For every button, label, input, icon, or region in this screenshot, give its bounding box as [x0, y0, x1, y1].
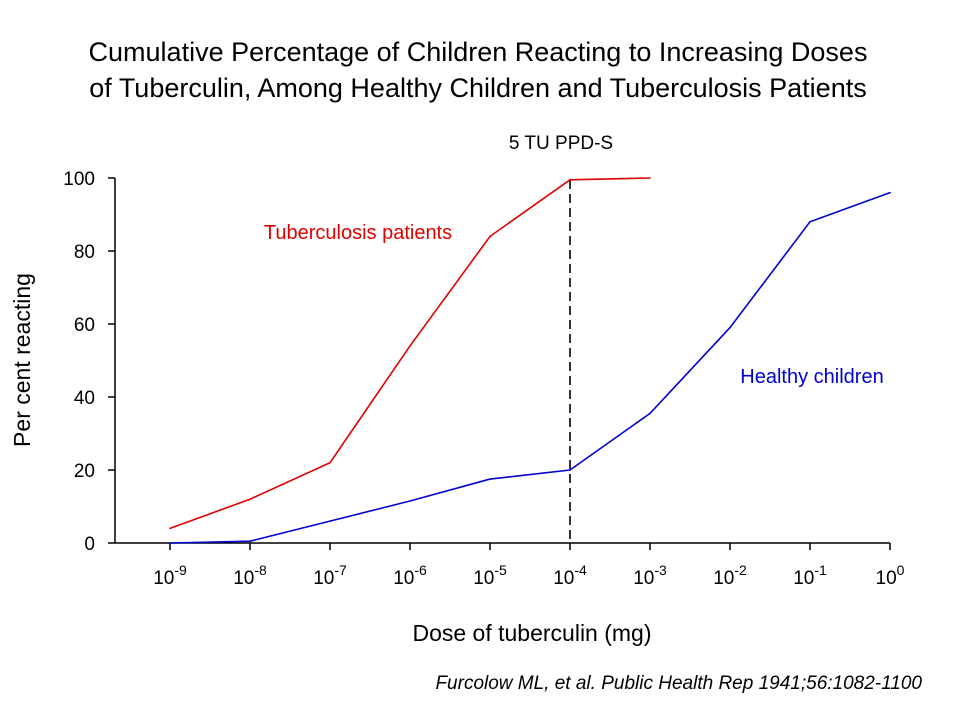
data-point [249, 540, 251, 542]
data-point [729, 326, 731, 329]
data-point [169, 542, 171, 544]
x-tick-label: 10-2 [713, 562, 747, 589]
data-point [649, 412, 651, 415]
data-point [569, 469, 571, 471]
x-axis-label: Dose of tuberculin (mg) [412, 620, 651, 646]
data-point [489, 235, 491, 238]
data-point [409, 500, 411, 502]
series-label-tuberculosis-patients: Tuberculosis patients [264, 222, 452, 244]
x-tick-label: 100 [876, 562, 905, 589]
citation: Furcolow ML, et al. Public Health Rep 19… [435, 673, 922, 694]
data-point [809, 221, 811, 223]
data-point [169, 527, 171, 530]
data-point [329, 520, 331, 522]
x-tick-label: 10-5 [473, 562, 507, 589]
series-label-healthy-children: Healthy children [740, 366, 883, 388]
x-tick-label: 10-1 [793, 562, 827, 589]
plot-area: 0 20 40 60 80 100 10-9 10-8 10-7 10-6 10-5 10-4 10-3… [63, 169, 904, 589]
data-point [329, 461, 331, 464]
y-tick-label: 20 [74, 461, 95, 482]
x-tick-label: 10-9 [153, 562, 187, 589]
series-line-healthy-children [169, 191, 891, 544]
reference-line-label: 5 TU PPD-S [509, 133, 613, 154]
y-tick-label: 60 [74, 315, 95, 336]
x-tick-label: 10-3 [633, 562, 667, 589]
data-point [569, 179, 571, 181]
chart-title-line-2: of Tuberculin, Among Healthy Children an… [89, 73, 866, 103]
data-point [249, 498, 251, 501]
y-tick-label: 0 [84, 534, 95, 555]
y-axis-label: Per cent reacting [9, 273, 35, 447]
data-point [409, 345, 411, 347]
x-tick-label: 10-6 [393, 562, 427, 589]
data-point [889, 191, 891, 194]
data-point [489, 478, 491, 480]
x-tick-label: 10-7 [313, 562, 347, 589]
y-tick-label: 100 [63, 169, 95, 190]
chart-title-line-1: Cumulative Percentage of Children Reacti… [89, 37, 868, 67]
x-tick-label: 10-4 [553, 562, 587, 589]
data-point [649, 177, 651, 179]
y-tick-label: 40 [74, 388, 95, 409]
x-tick-label: 10-8 [233, 562, 267, 589]
y-tick-label: 80 [74, 242, 95, 263]
